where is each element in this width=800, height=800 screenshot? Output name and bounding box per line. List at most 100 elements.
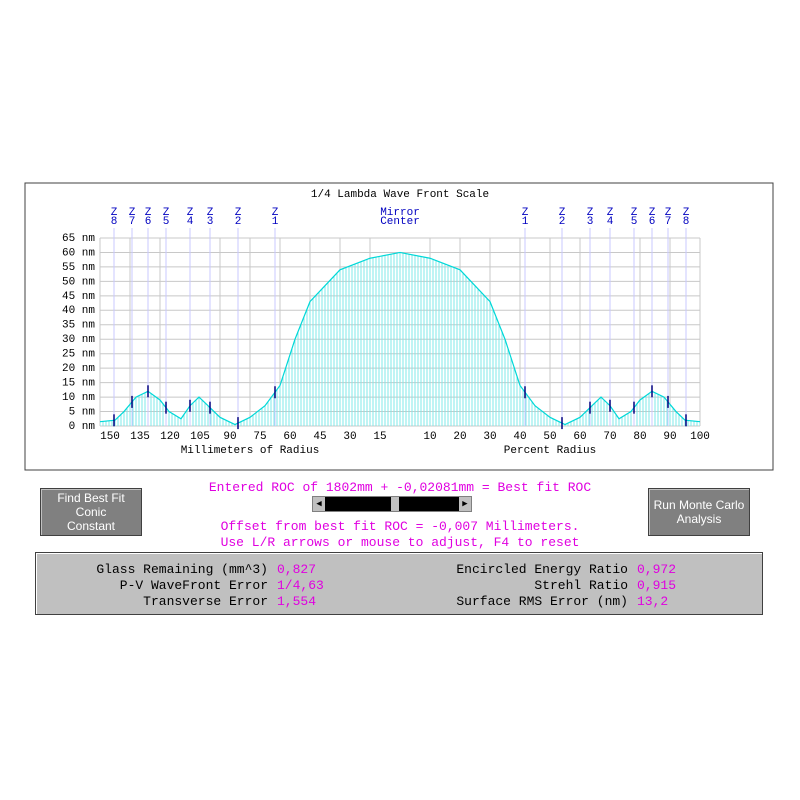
zone-number: 8 (111, 216, 118, 228)
x-tick-label: 45 (313, 431, 326, 443)
area-fill (100, 252, 700, 426)
stat-label: Surface RMS Error (nm) (456, 594, 628, 609)
chart-title: 1/4 Lambda Wave Front Scale (311, 189, 489, 201)
zone-number: 7 (665, 216, 672, 228)
zone-letter: Z (207, 207, 214, 219)
y-tick-label: 15 nm (62, 378, 95, 390)
x-tick-label: 150 (100, 431, 120, 443)
stats-panel: Glass Remaining (mm^3) 0,827 P-V WaveFront… (35, 552, 763, 615)
zone-number: 2 (559, 216, 566, 228)
stat-label: Glass Remaining (mm^3) (96, 562, 268, 577)
button-label: Find Best Fit Conic (57, 491, 125, 519)
y-tick-label: 60 nm (62, 247, 95, 259)
y-tick-label: 40 nm (62, 305, 95, 317)
x-tick-label: 30 (343, 431, 356, 443)
chart: 1/4 Lambda Wave Front Scale Mirror Cente… (24, 182, 774, 471)
stat-label: Strehl Ratio (534, 578, 628, 593)
zone-letter: Z (111, 207, 118, 219)
x2-tick-label: 10 (423, 431, 436, 443)
y-tick-label: 10 nm (62, 392, 95, 404)
x2-tick-label: 70 (603, 431, 616, 443)
button-label: Constant (66, 519, 116, 533)
y-tick-label: 20 nm (62, 363, 95, 375)
zone-letter: Z (272, 207, 279, 219)
x-tick-label: 60 (283, 431, 296, 443)
x-tick-label: 75 (253, 431, 266, 443)
stat-label: Encircled Energy Ratio (456, 562, 628, 577)
zone-number: 5 (163, 216, 170, 228)
zone-letter: Z (163, 207, 170, 219)
x-tick-label: 105 (190, 431, 210, 443)
x2-tick-label: 30 (483, 431, 496, 443)
zone-number: 4 (187, 216, 194, 228)
x2-tick-label: 80 (633, 431, 646, 443)
zone-letter: Z (145, 207, 152, 219)
x-axis-label: Millimeters of Radius (181, 445, 320, 457)
x-tick-label: 120 (160, 431, 180, 443)
x2-tick-label: 90 (663, 431, 676, 443)
zone-letter: Z (187, 207, 194, 219)
y-tick-label: 35 nm (62, 320, 95, 332)
stat-value: 0,972 (637, 562, 677, 577)
zone-number: 3 (587, 216, 594, 228)
zone-number: 4 (607, 216, 614, 228)
zone-letter: Z (683, 207, 690, 219)
slider-left-arrow[interactable]: ◀ (313, 497, 325, 511)
zone-number: 7 (129, 216, 136, 228)
zone-letter: Z (587, 207, 594, 219)
y-tick-label: 0 nm (69, 421, 96, 433)
center-label: Mirror (380, 207, 420, 219)
button-label: Analysis (676, 512, 722, 526)
zone-letter: Z (559, 207, 566, 219)
zone-letter: Z (607, 207, 614, 219)
x-tick-label: 135 (130, 431, 150, 443)
x-axis-label: Percent Radius (504, 445, 596, 457)
stat-value: 0,827 (277, 562, 317, 577)
zone-number: 5 (631, 216, 638, 228)
zone-number: 3 (207, 216, 214, 228)
y-tick-label: 55 nm (62, 262, 95, 274)
x-tick-label: 90 (223, 431, 236, 443)
zone-number: 6 (145, 216, 152, 228)
stat-value: 0,915 (637, 578, 677, 593)
zone-number: 6 (649, 216, 656, 228)
best-fit-button[interactable]: Find Best Fit Conic Constant (40, 488, 142, 536)
zone-letter: Z (649, 207, 656, 219)
center-label: Center (380, 216, 420, 228)
y-tick-label: 30 nm (62, 334, 95, 346)
x2-tick-label: 20 (453, 431, 466, 443)
zone-letter: Z (129, 207, 136, 219)
y-tick-label: 25 nm (62, 349, 95, 361)
slider-right-arrow[interactable]: ▶ (459, 497, 471, 511)
zone-letter: Z (665, 207, 672, 219)
slider-thumb[interactable] (391, 497, 399, 511)
stat-value: 1/4,63 (277, 578, 324, 593)
y-tick-label: 50 nm (62, 276, 95, 288)
monte-carlo-button[interactable]: Run Monte Carlo Analysis (648, 488, 750, 536)
x2-tick-label: 50 (543, 431, 556, 443)
stat-value: 1,554 (277, 594, 317, 609)
stat-value: 13,2 (637, 594, 669, 609)
zone-number: 1 (522, 216, 529, 228)
stat-label: Transverse Error (143, 594, 268, 609)
y-tick-label: 5 nm (69, 406, 96, 418)
offset-text: Offset from best fit ROC = -0,007 Millim… (220, 519, 580, 534)
button-label: Run Monte Carlo (653, 498, 745, 512)
y-tick-label: 45 nm (62, 291, 95, 303)
x2-tick-label: 60 (573, 431, 586, 443)
zone-number: 1 (272, 216, 279, 228)
hint-text: Use L/R arrows or mouse to adjust, F4 to… (220, 535, 580, 550)
zone-letter: Z (235, 207, 242, 219)
x-tick-label: 15 (373, 431, 386, 443)
zone-number: 2 (235, 216, 242, 228)
roc-slider[interactable]: ◀ ▶ (312, 496, 472, 512)
x2-tick-label: 100 (690, 431, 710, 443)
stat-label: P-V WaveFront Error (119, 578, 268, 593)
x2-tick-label: 40 (513, 431, 526, 443)
wavefront-line (99, 251, 701, 426)
y-tick-label: 65 nm (62, 233, 95, 245)
zone-letter: Z (631, 207, 638, 219)
zone-number: 8 (683, 216, 690, 228)
roc-text: Entered ROC of 1802mm + -0,02081mm = Bes… (208, 480, 592, 495)
